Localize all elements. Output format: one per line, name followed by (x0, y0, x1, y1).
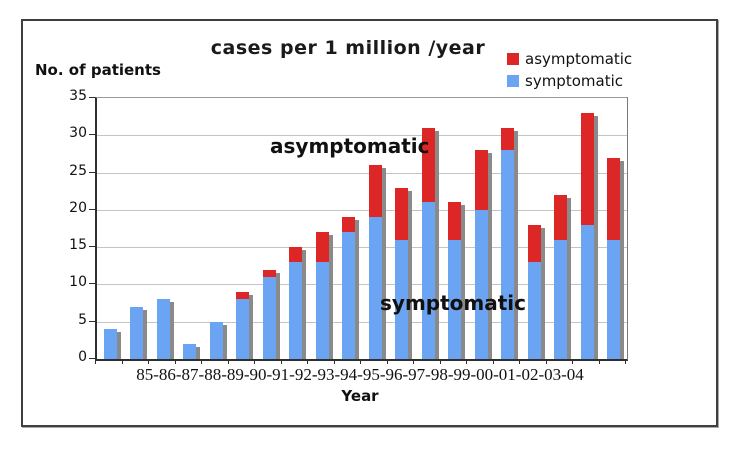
bar-segment-symptomatic-91 (262, 276, 276, 359)
y-tick-mark (89, 358, 95, 359)
bar-segment-symptomatic-86 (130, 306, 144, 359)
bar-segment-asymptomatic-93 (315, 232, 329, 263)
chart-title: cases per 1 million /year (210, 37, 486, 59)
bar-segment-symptomatic-96 (395, 239, 409, 359)
gridline (97, 321, 627, 323)
y-tick-label: 35 (69, 88, 87, 104)
bar-segment-asymptomatic-99 (474, 150, 488, 210)
bar-segment-symptomatic-01 (527, 262, 541, 359)
x-tick-mark (148, 360, 149, 364)
x-tick-mark (466, 360, 467, 364)
x-tick-mark (360, 360, 361, 364)
y-tick-mark (89, 320, 95, 322)
bar-segment-asymptomatic-04 (607, 157, 621, 240)
x-tick-mark (386, 360, 388, 364)
gridline (97, 209, 627, 211)
x-axis-year-labels: 85-86-87-88-89-90-91-92-93-94-95-96-97-9… (136, 365, 584, 384)
legend-label: asymptomatic (525, 50, 633, 68)
legend-swatch-symptomatic-icon (507, 75, 519, 87)
x-tick-mark (333, 360, 335, 364)
x-tick-mark (307, 360, 308, 364)
bar-segment-asymptomatic-97 (421, 127, 435, 203)
y-tick-label: 10 (69, 274, 87, 291)
x-tick-mark (439, 360, 441, 364)
x-tick-mark (95, 360, 96, 364)
x-tick-mark (413, 360, 414, 364)
x-tick-mark (625, 360, 626, 364)
bar-segment-symptomatic-04 (607, 239, 621, 359)
y-tick-label: 30 (69, 125, 87, 142)
x-tick-mark (174, 360, 176, 364)
bar-segment-symptomatic-00 (501, 150, 515, 359)
bar-segment-symptomatic-90 (236, 299, 250, 359)
y-tick-label: 15 (69, 237, 87, 254)
x-tick-mark (201, 360, 202, 364)
bar-segment-asymptomatic-00 (501, 127, 515, 151)
gridline (97, 172, 627, 174)
y-tick-mark (89, 246, 95, 248)
gridline (97, 247, 627, 249)
x-tick-mark (545, 360, 547, 364)
plot-area (95, 97, 628, 361)
x-tick-mark (492, 360, 494, 364)
x-tick-mark (598, 360, 600, 364)
bar-segment-symptomatic-93 (315, 262, 329, 359)
annotation-symptomatic: symptomatic (380, 291, 527, 315)
bar-segment-asymptomatic-98 (448, 202, 462, 240)
legend-item-symptomatic: symptomatic (507, 70, 632, 92)
bar-segment-symptomatic-95 (368, 217, 382, 359)
bar-segment-symptomatic-03 (580, 224, 594, 359)
gridline (97, 135, 627, 137)
bar-segment-asymptomatic-01 (527, 224, 541, 263)
y-tick-mark (89, 171, 95, 173)
y-tick-label: 20 (69, 199, 87, 216)
bar-segment-symptomatic-94 (342, 232, 356, 359)
y-tick-mark (89, 97, 95, 98)
y-tick-mark (89, 208, 95, 210)
bar-segment-asymptomatic-96 (395, 187, 409, 240)
y-tick-label: 25 (69, 162, 87, 179)
y-tick-label: 5 (78, 311, 87, 328)
bar-segment-symptomatic-85 (103, 329, 117, 359)
bar-segment-symptomatic-02 (554, 239, 568, 359)
annotation-asymptomatic: asymptomatic (270, 134, 430, 158)
x-tick-mark (519, 360, 520, 364)
y-tick-label: 0 (78, 349, 87, 365)
bar-segment-asymptomatic-92 (289, 247, 303, 263)
bar-segment-symptomatic-99 (474, 209, 488, 359)
y-axis-title: No. of patients (35, 61, 161, 79)
legend-item-asymptomatic: asymptomatic (507, 48, 632, 70)
x-tick-mark (572, 360, 573, 364)
y-tick-mark (89, 283, 95, 285)
bar-segment-symptomatic-87 (156, 299, 170, 359)
bar-segment-asymptomatic-02 (554, 194, 568, 240)
bar-segment-asymptomatic-91 (262, 269, 276, 277)
bar-segment-asymptomatic-95 (368, 165, 382, 218)
bar-segment-asymptomatic-90 (236, 291, 250, 300)
x-tick-mark (280, 360, 282, 364)
gridline (97, 284, 627, 286)
bar-segment-asymptomatic-03 (580, 112, 594, 225)
legend: asymptomatic symptomatic (507, 48, 632, 92)
x-tick-mark (227, 360, 229, 364)
bar-segment-symptomatic-89 (209, 321, 223, 359)
bar-segment-symptomatic-88 (183, 344, 197, 359)
legend-label: symptomatic (525, 72, 623, 90)
bar-segment-symptomatic-97 (421, 202, 435, 359)
chart-frame: cases per 1 million /year No. of patient… (21, 19, 718, 427)
x-axis-title: Year (341, 387, 379, 405)
bar-segment-asymptomatic-94 (342, 217, 356, 233)
bar-segment-symptomatic-98 (448, 239, 462, 359)
y-tick-mark (89, 134, 95, 136)
x-tick-mark (121, 360, 123, 364)
x-tick-mark (254, 360, 255, 364)
legend-swatch-asymptomatic-icon (507, 53, 519, 65)
bar-segment-symptomatic-92 (289, 262, 303, 359)
